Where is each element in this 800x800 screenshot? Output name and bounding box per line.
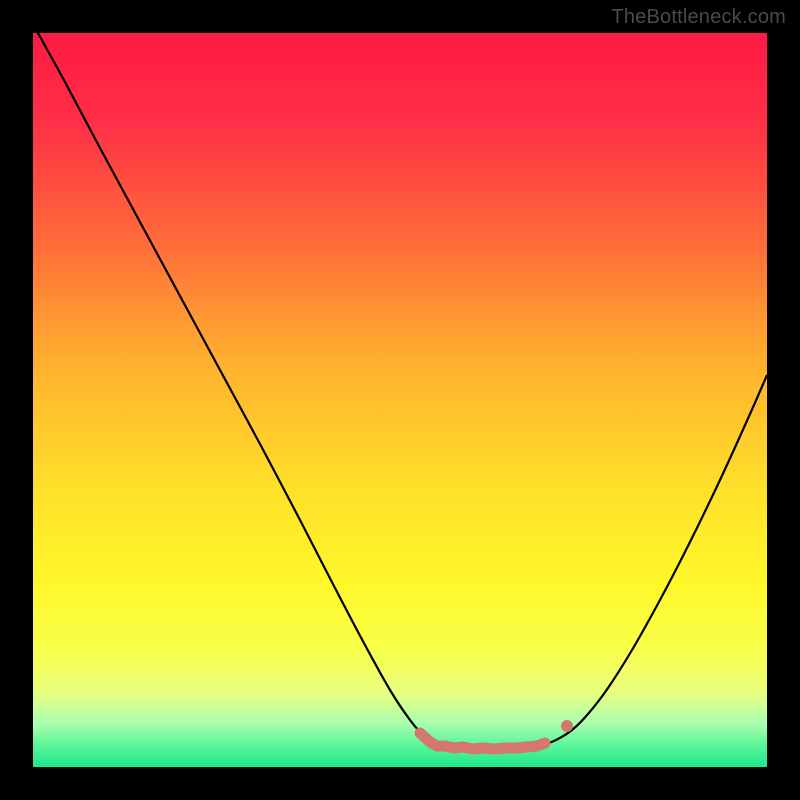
watermark-text: TheBottleneck.com [611, 6, 786, 29]
plot-background [33, 33, 767, 767]
chart-svg [0, 0, 800, 800]
bottleneck-chart [0, 0, 800, 800]
bottom-trace-end-dot [561, 720, 573, 732]
